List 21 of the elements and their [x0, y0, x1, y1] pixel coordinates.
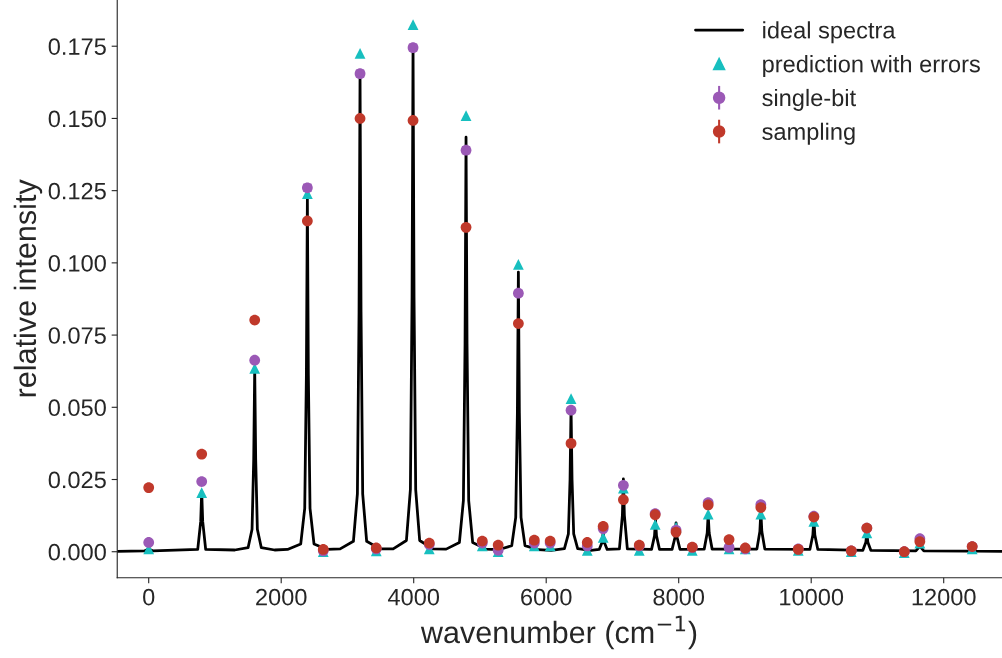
x-tick-label: 10000 — [780, 588, 844, 606]
legend-label: ideal spectra — [763, 21, 896, 44]
x-tick-label: 8000 — [653, 588, 705, 606]
y-tick-label: 0.175 — [48, 38, 106, 56]
y-tick-label: 0.000 — [48, 543, 106, 561]
y-tick-label: 0.050 — [48, 399, 106, 417]
y-tick-label: 0.100 — [48, 254, 106, 272]
x-tick-label: 2000 — [256, 588, 307, 606]
y-tick-label: 0.125 — [48, 182, 106, 200]
legend-label: prediction with errors — [763, 55, 980, 78]
x-tick-label: 12000 — [912, 588, 976, 606]
x-axis-title: wavenumber (cm$^{−1}$) — [420, 615, 697, 650]
legend-label: sampling — [762, 122, 855, 145]
y-tick-label: 0.150 — [48, 110, 106, 128]
x-tick-label: 4000 — [387, 588, 440, 606]
y-axis-title: relative intensity — [13, 179, 43, 397]
y-tick-label: 0.075 — [48, 327, 106, 344]
y-tick-label: 0.025 — [48, 471, 106, 489]
x-tick-label: 6000 — [521, 588, 572, 606]
x-tick-label: 0 — [143, 588, 155, 606]
legend-label: single-bit — [762, 88, 856, 111]
